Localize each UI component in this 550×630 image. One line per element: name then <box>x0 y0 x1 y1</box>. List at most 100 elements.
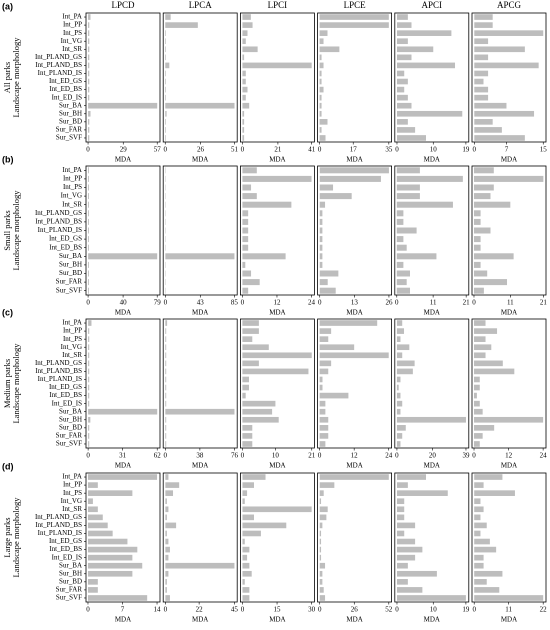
bar <box>474 30 544 36</box>
x-tick-label: 31 <box>119 452 127 460</box>
bar <box>242 344 269 351</box>
bar <box>88 287 89 294</box>
x-tick-label: 24 <box>385 452 393 460</box>
bar <box>474 506 484 513</box>
bar <box>165 408 235 415</box>
bar <box>474 78 484 85</box>
bar <box>396 425 406 431</box>
row-label: (b) <box>2 154 14 164</box>
bar <box>242 506 312 513</box>
x-tick-label: 7 <box>505 146 509 154</box>
bar <box>319 46 340 53</box>
bar <box>474 62 539 69</box>
y-axis-label: Landscape morphology <box>11 497 21 578</box>
bar <box>88 193 89 200</box>
bar <box>319 175 381 182</box>
x-tick-label: 79 <box>154 299 162 307</box>
bar <box>87 514 103 521</box>
bar <box>396 201 453 208</box>
bar <box>319 360 332 367</box>
bar <box>242 253 286 260</box>
bar <box>165 328 167 334</box>
y-tick-label: Int_PLAND_IS <box>38 529 82 537</box>
bar <box>396 514 405 521</box>
bar <box>319 384 323 391</box>
bar <box>396 127 416 133</box>
bar <box>319 522 323 529</box>
bar <box>474 376 480 383</box>
bar <box>474 336 486 342</box>
bar <box>319 320 378 326</box>
bar <box>165 384 167 391</box>
bar <box>165 78 166 85</box>
x-tick-label: 26 <box>351 606 359 614</box>
column-title: LPCI <box>268 0 288 10</box>
y-tick-label: Int_SR <box>62 45 82 53</box>
bar <box>319 506 328 513</box>
bar <box>396 368 413 375</box>
bar <box>319 135 326 141</box>
bar <box>242 425 253 431</box>
bar <box>396 416 466 423</box>
bar <box>242 392 246 399</box>
y-axis-label: Landscape morphology <box>11 190 21 271</box>
bar <box>165 400 167 407</box>
bar <box>473 253 514 260</box>
x-tick-label: 0 <box>473 146 477 154</box>
bar <box>88 279 89 286</box>
bar <box>474 441 480 447</box>
bar <box>319 352 389 359</box>
y-tick-label: Sur_BH <box>59 109 82 117</box>
bar <box>88 54 90 61</box>
bar <box>319 530 322 537</box>
y-tick-label: Int_PP <box>63 327 82 335</box>
x-tick-label: 30 <box>308 606 316 614</box>
bar <box>396 210 404 217</box>
column-title: LPCE <box>344 0 367 10</box>
x-tick-label: 57 <box>154 146 162 154</box>
bar <box>165 102 235 109</box>
y-tick-label: Int_PLAND_BS <box>35 218 82 226</box>
bar <box>474 384 480 391</box>
bar <box>88 236 89 243</box>
bar <box>165 562 235 569</box>
bar <box>242 579 245 585</box>
bar <box>88 253 158 260</box>
x-tick-label: 0 <box>318 606 322 614</box>
y-tick-label: Int_ED_IS <box>52 399 82 407</box>
bar <box>474 102 507 109</box>
x-tick-label: 10 <box>430 146 438 154</box>
bar <box>396 376 401 383</box>
bar <box>319 110 322 117</box>
bar <box>396 538 416 545</box>
y-tick-label: Int_PS <box>63 335 82 343</box>
panel-frame <box>394 318 470 449</box>
x-axis-label: MDA <box>115 309 131 317</box>
bar <box>165 336 167 342</box>
bar <box>396 287 410 294</box>
y-tick-label: Int_ED_IS <box>52 553 82 561</box>
bar <box>242 38 246 45</box>
bar <box>319 193 352 200</box>
bar <box>242 522 287 529</box>
bar <box>88 244 89 251</box>
bar <box>319 287 336 294</box>
panel-frame <box>162 472 238 603</box>
bar <box>242 368 309 375</box>
bar <box>88 400 90 407</box>
bar <box>242 376 249 383</box>
bar <box>165 22 198 28</box>
bar <box>319 184 334 191</box>
bar <box>319 344 355 351</box>
bar <box>165 474 169 480</box>
bar <box>88 433 90 439</box>
bar <box>165 570 169 577</box>
bar <box>474 22 493 28</box>
x-axis-label: MDA <box>192 156 208 164</box>
x-axis-label: MDA <box>424 462 440 470</box>
row-label: (d) <box>2 461 14 471</box>
bar <box>165 416 167 423</box>
bar <box>396 546 423 553</box>
bar <box>88 62 90 69</box>
bar <box>242 46 258 53</box>
